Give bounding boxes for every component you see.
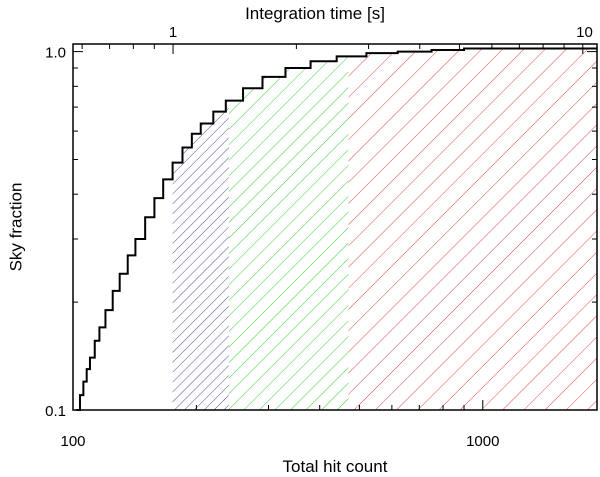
y-tick-label: 0.1 (45, 403, 66, 420)
x2-tick-label: 1 (169, 24, 177, 41)
x-tick-label: 1000 (466, 433, 499, 450)
plot-frame (72, 43, 598, 411)
shaded-region-3 (348, 48, 597, 410)
shaded-region-2 (228, 56, 349, 410)
shaded-regions (172, 48, 597, 410)
sky-fraction-curve (76, 47, 597, 411)
top-axis-title: Integration time [s] (245, 4, 385, 23)
y-tick-label: 1.0 (45, 45, 66, 62)
x-tick-label: 100 (60, 433, 85, 450)
series-layer (76, 47, 597, 411)
y-axis-title: Sky fraction (6, 183, 25, 272)
tick-labels: 100 1000 1 10 0.1 1.0 (45, 24, 593, 450)
axis-ticks (72, 44, 597, 411)
shaded-region-1 (172, 100, 229, 410)
x-axis-title: Total hit count (283, 457, 388, 476)
x2-tick-label: 10 (576, 24, 593, 41)
